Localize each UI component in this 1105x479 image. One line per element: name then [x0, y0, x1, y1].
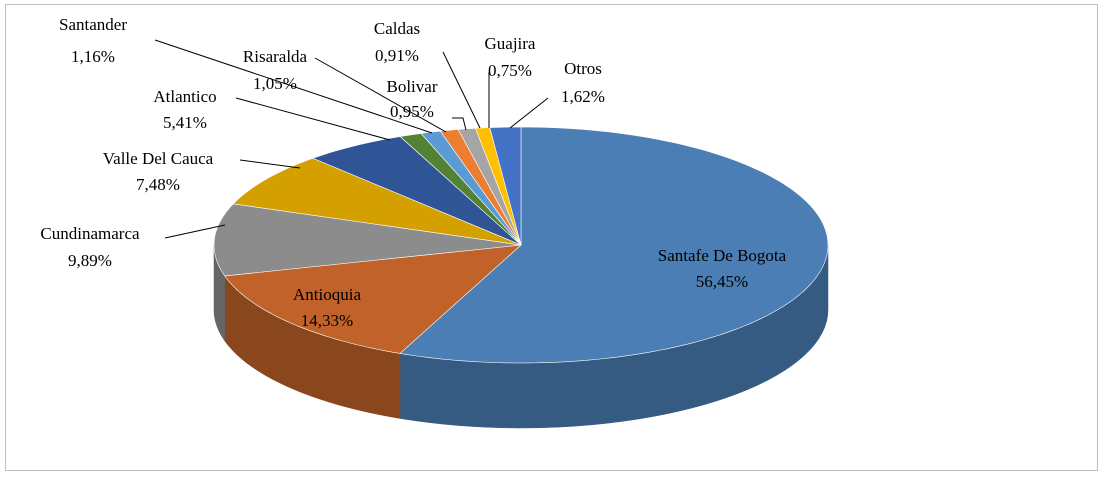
slice-value: 7,48%	[136, 175, 180, 194]
slice-name: Valle Del Cauca	[103, 149, 214, 168]
leader-line	[154, 39, 433, 134]
pie-slice	[213, 203, 522, 277]
leader-line	[314, 57, 447, 133]
slice-value: 1,62%	[561, 87, 605, 106]
slice-name: Atlantico	[153, 87, 216, 106]
pie-slice	[312, 136, 522, 246]
slice-name: Antioquia	[293, 285, 361, 304]
pie-slice	[489, 126, 522, 246]
slice-value: 5,41%	[163, 113, 207, 132]
slice-value: 56,45%	[696, 272, 748, 291]
slice-value: 0,95%	[390, 102, 434, 121]
pie-slice	[224, 244, 522, 354]
slice-name: Otros	[564, 59, 602, 78]
slice-name: Guajira	[485, 34, 536, 53]
slice-value: 14,33%	[301, 311, 353, 330]
slice-name: Risaralda	[243, 47, 308, 66]
pie-tops	[213, 126, 829, 364]
pie-slice	[399, 126, 829, 364]
slice-value: 1,05%	[253, 74, 297, 93]
leader-line	[164, 224, 226, 239]
leader-line	[509, 97, 549, 129]
slice-name: Bolivar	[387, 77, 438, 96]
leader-line	[235, 97, 391, 141]
slice-value: 0,91%	[375, 46, 419, 65]
leader-line	[239, 159, 301, 169]
slice-value: 1,16%	[71, 47, 115, 66]
slice-value: 9,89%	[68, 251, 112, 270]
slice-value: 0,75%	[488, 61, 532, 80]
slice-name: Santafe De Bogota	[658, 246, 787, 265]
labels: Santafe De Bogota 56,45% Antioquia 14,33% Cu…	[40, 15, 786, 330]
leader-line	[452, 117, 467, 131]
leader-line	[442, 51, 481, 129]
slice-name: Caldas	[374, 19, 420, 38]
slice-name: Santander	[59, 15, 127, 34]
slice-name: Cundinamarca	[40, 224, 140, 243]
pie-slice	[232, 157, 522, 246]
